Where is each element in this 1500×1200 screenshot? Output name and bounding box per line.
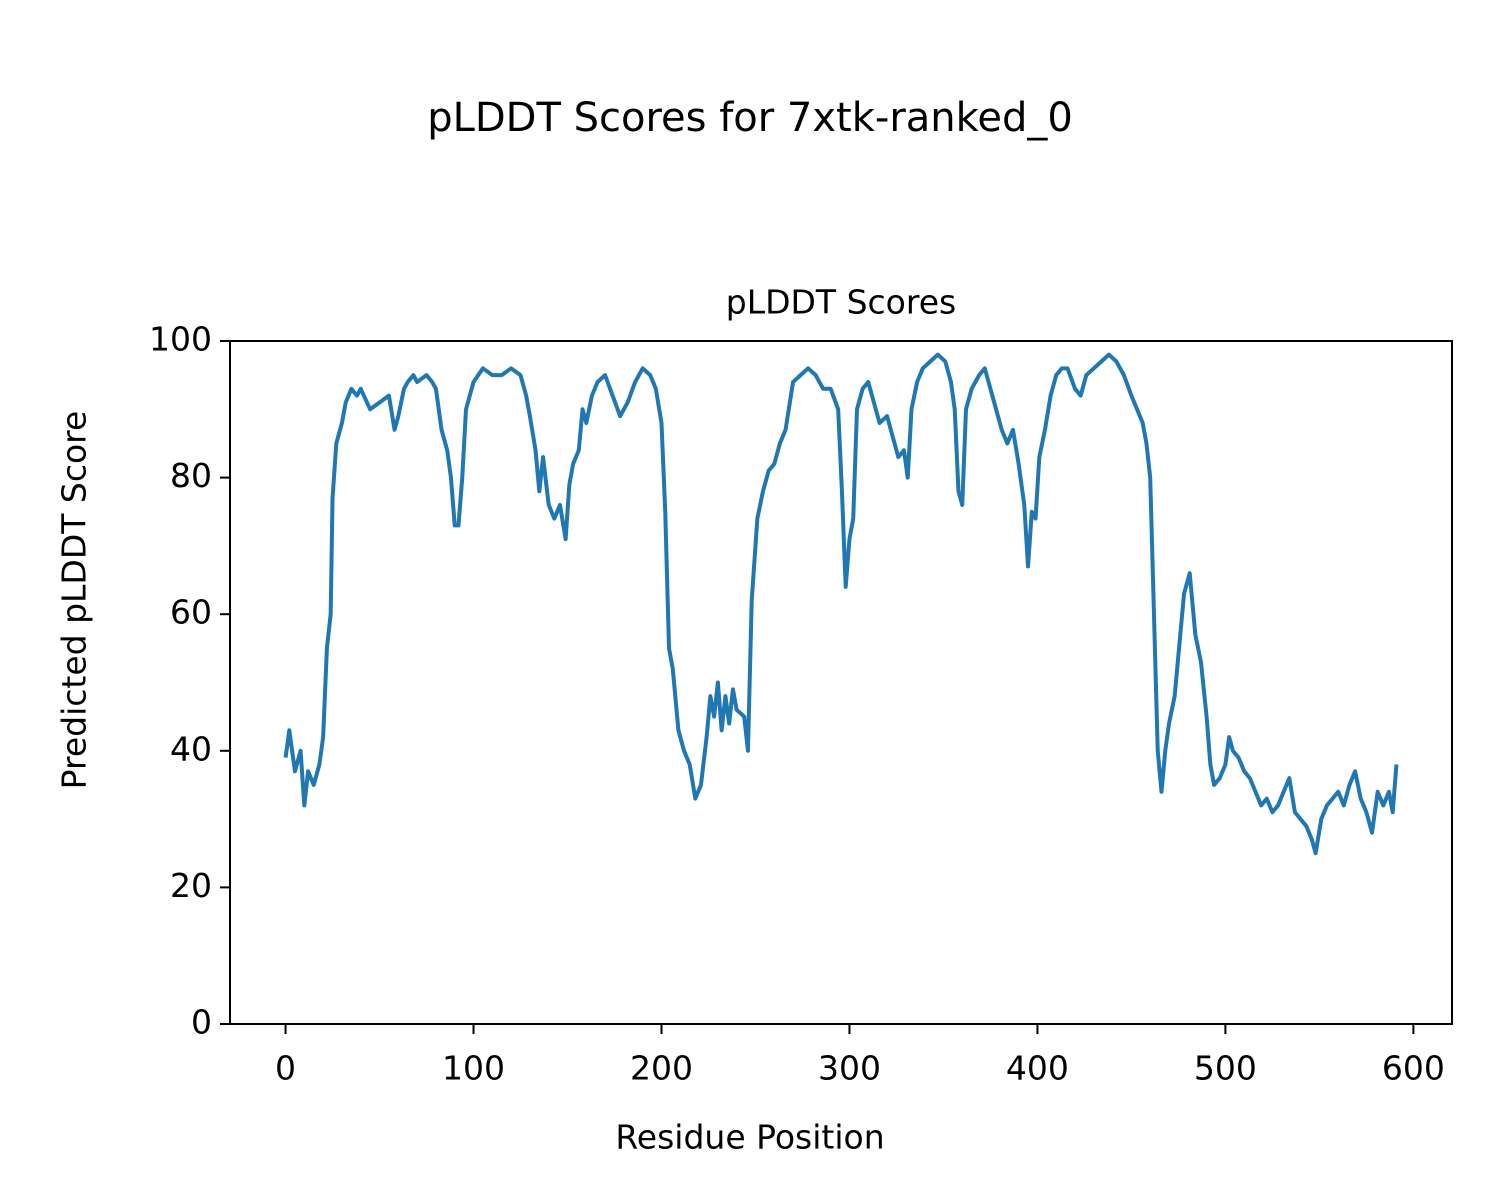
data-line — [283, 352, 1399, 856]
x-tick-label: 100 — [442, 1049, 505, 1088]
x-tick-label: 500 — [1194, 1049, 1257, 1088]
x-tick-label: 200 — [630, 1049, 693, 1088]
x-tick-label: 0 — [275, 1049, 296, 1088]
y-tick-label: 0 — [191, 1003, 212, 1042]
x-tick-label: 600 — [1382, 1049, 1445, 1088]
y-axis-label: Predicted pLDDT Score — [55, 411, 94, 790]
y-tick-label: 20 — [170, 866, 212, 905]
plot-frame — [229, 340, 1453, 1025]
y-tick-label: 40 — [170, 729, 212, 768]
x-tick-label: 400 — [1006, 1049, 1069, 1088]
y-tick-label: 80 — [170, 456, 212, 495]
chart-title: pLDDT Scores — [726, 283, 956, 322]
x-tick-label: 300 — [818, 1049, 881, 1088]
y-tick-label: 60 — [170, 593, 212, 632]
x-axis-label: Residue Position — [615, 1118, 884, 1157]
suptitle: pLDDT Scores for 7xtk-ranked_0 — [427, 95, 1073, 141]
y-tick-label: 100 — [149, 320, 212, 359]
